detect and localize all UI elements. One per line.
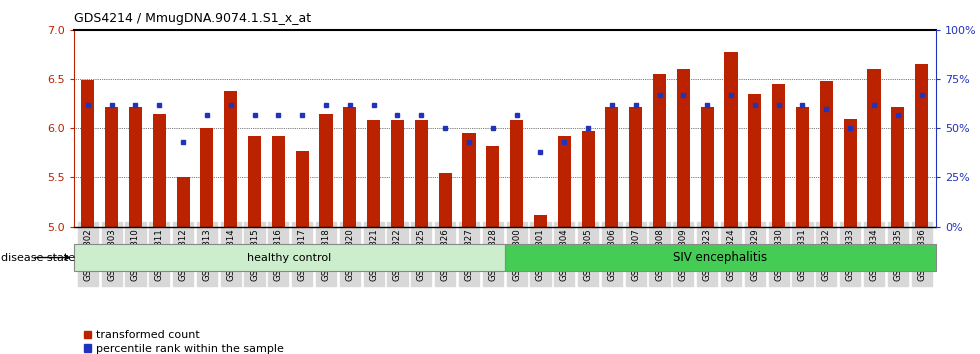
Bar [891, 107, 905, 227]
Bar [439, 172, 452, 227]
Bar [653, 74, 666, 227]
Bar [224, 91, 237, 227]
Bar [368, 120, 380, 227]
Bar [415, 120, 428, 227]
Bar [724, 52, 738, 227]
Legend: transformed count, percentile rank within the sample: transformed count, percentile rank withi… [79, 326, 288, 354]
Bar [200, 128, 214, 227]
Bar [271, 136, 285, 227]
Bar [463, 133, 475, 227]
Bar [510, 120, 523, 227]
Bar [606, 107, 618, 227]
Bar [581, 131, 595, 227]
Bar [391, 120, 404, 227]
Bar [629, 107, 642, 227]
Bar [296, 151, 309, 227]
Text: SIV encephalitis: SIV encephalitis [673, 251, 767, 264]
Bar [248, 136, 261, 227]
Bar [796, 107, 809, 227]
Text: healthy control: healthy control [247, 252, 331, 263]
Bar [772, 84, 785, 227]
Bar [74, 244, 505, 271]
Bar [129, 107, 142, 227]
Bar [867, 69, 880, 227]
Bar [153, 114, 166, 227]
Bar [819, 81, 833, 227]
Bar [319, 114, 332, 227]
Bar [749, 94, 761, 227]
Bar [534, 215, 547, 227]
Text: GDS4214 / MmugDNA.9074.1.S1_x_at: GDS4214 / MmugDNA.9074.1.S1_x_at [74, 12, 311, 25]
Bar [176, 177, 190, 227]
Bar [81, 80, 94, 227]
Bar [701, 107, 713, 227]
Bar [677, 69, 690, 227]
Bar [915, 64, 928, 227]
Bar [505, 244, 936, 271]
Bar [844, 119, 857, 227]
Text: disease state: disease state [1, 252, 75, 263]
Bar [343, 107, 357, 227]
Bar [558, 136, 570, 227]
Bar [486, 146, 500, 227]
Bar [105, 107, 119, 227]
